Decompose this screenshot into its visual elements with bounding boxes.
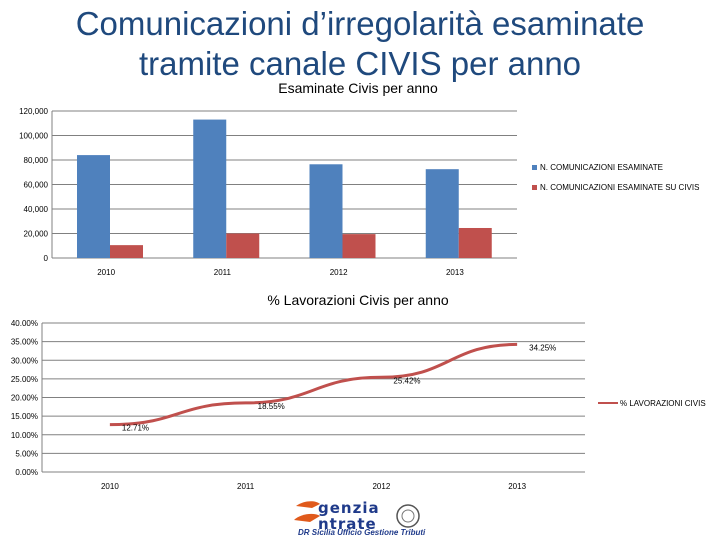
line-x-tick-label: 2011 <box>237 482 255 491</box>
logo-subtitle: DR Sicilia Ufficio Gestione Tributi <box>298 528 426 537</box>
bar-esaminate-civis-2011 <box>226 233 260 258</box>
bar-x-tick-label: 2010 <box>97 268 115 277</box>
line-y-tick-label: 10.00% <box>11 431 38 440</box>
line-y-tick-label: 20.00% <box>11 394 38 403</box>
bar-legend-swatch <box>532 185 537 190</box>
line-chart: % Lavorazioni Civis per anno 0.00% 5.00% 10… <box>11 292 706 491</box>
line-y-tick-label: 5.00% <box>15 449 38 458</box>
page-title-line1: Comunicazioni d’irregolarità esaminate <box>75 5 645 42</box>
bar-esaminate-2010 <box>77 155 110 258</box>
line-x-tick-label: 2012 <box>372 482 390 491</box>
bar-esaminate-2011 <box>193 119 227 258</box>
line-data-label: 12.71% <box>122 424 149 433</box>
bar-y-tick-label: 100,000 <box>19 132 48 141</box>
bar-esaminate-civis-2012 <box>342 234 376 258</box>
bar-x-tick-label: 2013 <box>446 268 464 277</box>
bar-esaminate-civis-2010 <box>110 245 143 258</box>
line-data-label: 25.42% <box>393 376 420 385</box>
page-title-line2: tramite canale CIVIS per anno <box>138 45 582 82</box>
bar-chart: Esaminate Civis per anno 0 20,000 40,000 60,… <box>19 80 699 277</box>
bar-esaminate-2012 <box>309 164 343 258</box>
bar-esaminate-2013 <box>425 169 459 258</box>
bar-y-tick-label: 60,000 <box>24 181 49 190</box>
page-title: Comunicazioni d’irregolarità esaminate t… <box>0 4 720 84</box>
bar-x-tick-label: 2012 <box>330 268 348 277</box>
line-data-label: 18.55% <box>258 402 285 411</box>
line-legend-label: % LAVORAZIONI CIVIS <box>620 399 706 408</box>
bar-esaminate-civis-2013 <box>458 227 492 258</box>
line-y-tick-label: 35.00% <box>11 338 38 347</box>
line-y-tick-label: 30.00% <box>11 356 38 365</box>
bar-x-tick-label: 2011 <box>214 268 232 277</box>
bar-y-tick-label: 40,000 <box>24 205 49 214</box>
line-series-lavorazioni-civis <box>109 342 518 427</box>
bar-legend-swatch <box>532 165 537 170</box>
line-chart-title: % Lavorazioni Civis per anno <box>267 292 449 308</box>
logo-swoosh-icon <box>296 501 320 508</box>
line-data-label: 34.25% <box>529 343 556 352</box>
line-x-tick-label: 2010 <box>101 482 119 491</box>
bar-y-tick-label: 80,000 <box>24 156 49 165</box>
line-y-tick-label: 15.00% <box>11 412 38 421</box>
line-y-tick-label: 25.00% <box>11 375 38 384</box>
bar-y-tick-label: 20,000 <box>24 230 49 239</box>
bar-y-tick-label: 120,000 <box>19 107 48 116</box>
bar-y-tick-label: 0 <box>44 254 49 263</box>
logo-line1: genzia <box>318 499 380 517</box>
agenzia-entrate-logo: genzia ntrate DR Sicilia Ufficio Gestion… <box>290 498 440 540</box>
line-y-tick-label: 0.00% <box>15 468 38 477</box>
bar-legend-label: N. COMUNICAZIONI ESAMINATE SU CIVIS <box>540 183 699 192</box>
bar-chart-title: Esaminate Civis per anno <box>278 80 438 96</box>
bar-legend-label: N. COMUNICAZIONI ESAMINATE <box>540 163 663 172</box>
logo-line2: ntrate <box>318 515 377 533</box>
line-y-tick-label: 40.00% <box>11 319 38 328</box>
emblem-icon <box>396 504 420 528</box>
line-x-tick-label: 2013 <box>508 482 526 491</box>
